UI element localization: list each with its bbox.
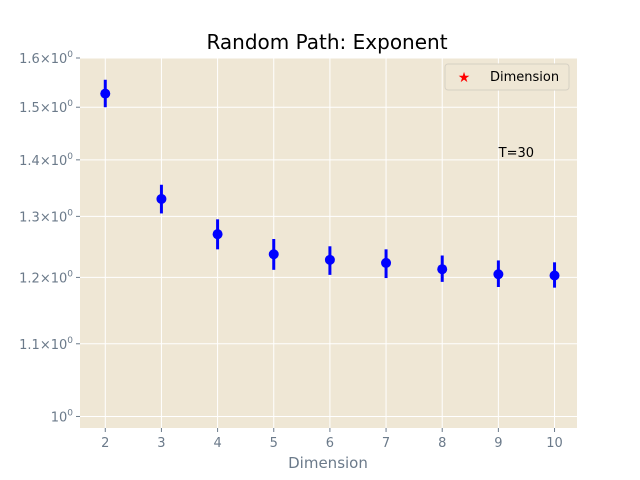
x-tick-label: 10 xyxy=(546,436,563,451)
data-series xyxy=(100,79,560,288)
y-tick-label: 100 xyxy=(51,408,74,425)
x-tick-label: 8 xyxy=(438,436,446,451)
data-point xyxy=(212,229,223,240)
x-tick-label: 4 xyxy=(213,436,221,451)
annotation-label: T=30 xyxy=(498,146,534,161)
x-tick-label: 2 xyxy=(101,436,109,451)
data-point xyxy=(437,264,448,275)
x-axis-ticks: 2 3 4 5 6 7 8 9 10 xyxy=(101,428,563,451)
legend-marker-icon: ★ xyxy=(458,70,471,86)
legend: ★ Dimension xyxy=(444,63,570,91)
y-tick-label: 1.4×100 xyxy=(19,152,73,169)
data-point xyxy=(156,193,167,204)
y-axis-ticks: 100 1.1×100 1.2×100 1.3×100 1.4×100 1.5×100 1.… xyxy=(19,50,80,425)
x-tick-label: 9 xyxy=(494,436,502,451)
data-point xyxy=(493,269,504,280)
y-tick-label: 1.2×100 xyxy=(19,269,73,286)
grid-lines xyxy=(80,57,577,428)
x-tick-label: 6 xyxy=(326,436,334,451)
x-tick-label: 3 xyxy=(157,436,165,451)
y-tick-label: 1.6×100 xyxy=(19,50,73,67)
data-point xyxy=(268,249,279,260)
data-point xyxy=(324,254,335,265)
data-point xyxy=(381,257,392,268)
plot-area xyxy=(80,58,577,428)
y-tick-label: 1.3×100 xyxy=(19,208,73,225)
x-tick-label: 7 xyxy=(382,436,390,451)
data-point xyxy=(100,88,111,99)
x-tick-label: 5 xyxy=(270,436,278,451)
data-point xyxy=(549,270,560,281)
chart-title: Random Path: Exponent xyxy=(206,30,447,54)
y-tick-label: 1.5×100 xyxy=(19,99,73,116)
y-tick-label: 1.1×100 xyxy=(19,336,73,353)
legend-box xyxy=(444,63,570,91)
x-axis-label: Dimension xyxy=(288,454,368,472)
legend-label: Dimension xyxy=(490,70,559,85)
